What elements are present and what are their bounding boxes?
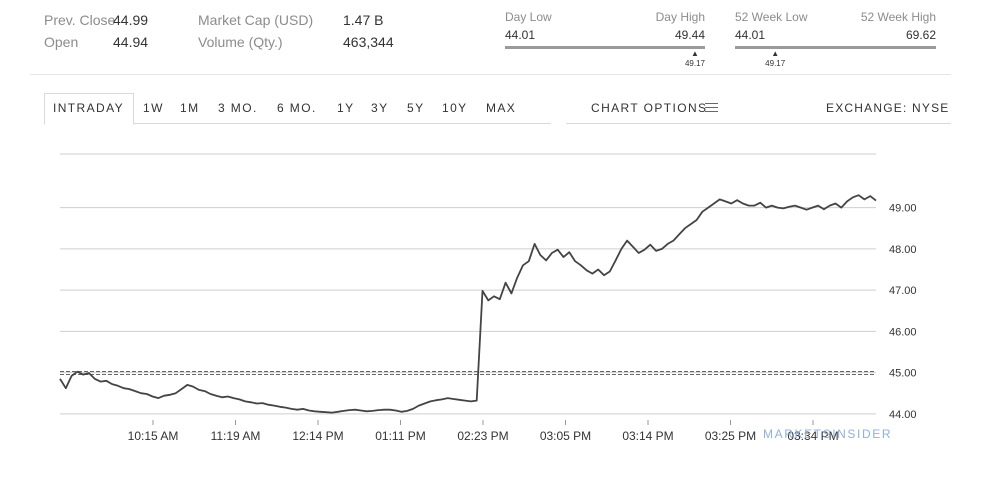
price-line: [59, 194, 877, 414]
week52-low-label: 52 Week Low: [735, 10, 808, 24]
tab-1m[interactable]: 1M: [180, 101, 200, 115]
y-axis-ticks: 44.00 45.00 46.00 47.00 48.00 49.00: [889, 203, 917, 421]
tab-intraday[interactable]: INTRADAY: [53, 101, 124, 115]
grid-lines: [60, 153, 876, 415]
x-tick-label: 03:14 PM: [622, 429, 673, 443]
x-tick-label: 12:14 PM: [292, 429, 343, 443]
prev-close-value: 44.99: [113, 12, 149, 28]
chart-options-button[interactable]: CHART OPTIONS: [591, 101, 707, 115]
day-range-bar: [505, 46, 705, 49]
y-tick-label: 47.00: [889, 285, 917, 297]
tab-1y[interactable]: 1Y: [337, 101, 355, 115]
week52-current-value: 49.17: [765, 59, 786, 68]
previous-close-line: [60, 370, 876, 375]
x-tick-label: 03:05 PM: [540, 429, 591, 443]
market-cap-label: Market Cap (USD): [198, 12, 314, 28]
price-series: [59, 194, 877, 414]
y-tick-label: 46.00: [889, 326, 917, 338]
open-label: Open: [44, 34, 79, 50]
day-current-value: 49.17: [684, 59, 706, 68]
day-high-label: Day High: [655, 10, 705, 24]
y-tick-label: 48.00: [889, 244, 917, 256]
chart-options-label: CHART OPTIONS: [591, 101, 708, 115]
volume-value: 463,344: [343, 34, 394, 50]
week52-range-bar: [735, 46, 936, 49]
y-tick-label: 45.00: [889, 368, 917, 380]
header-divider: [30, 74, 951, 75]
week52-high-value: 69.62: [905, 28, 936, 42]
tab-max[interactable]: MAX: [486, 101, 517, 115]
day-low-label: Day Low: [505, 10, 552, 24]
options-underline: [566, 123, 951, 124]
y-tick-label: 49.00: [889, 203, 917, 215]
tab-intraday-frame: [44, 93, 134, 125]
open-value: 44.94: [113, 34, 149, 50]
x-tick-label: 10:15 AM: [128, 429, 179, 443]
tab-6mo[interactable]: 6 MO.: [277, 101, 317, 115]
x-tick-label: 03:34 PM: [787, 429, 838, 443]
tabs-underline: [44, 123, 551, 124]
x-tick-label: 03:25 PM: [705, 429, 756, 443]
x-tick-label: 11:19 AM: [211, 429, 261, 443]
tab-10y[interactable]: 10Y: [442, 101, 468, 115]
triangle-up-icon: ▲: [691, 49, 699, 58]
day-low-value: 44.01: [505, 28, 536, 42]
day-high-value: 49.44: [674, 28, 705, 42]
watermark: MARKETSINSIDER: [763, 427, 893, 441]
tab-3mo[interactable]: 3 MO.: [218, 101, 258, 115]
day-range: Day Low Day High 44.01 49.44 ▲ 49.17: [505, 10, 705, 70]
week52-range: 52 Week Low 52 Week High 44.01 69.62 ▲ 4…: [735, 10, 936, 70]
tab-3y[interactable]: 3Y: [371, 101, 389, 115]
volume-label: Volume (Qty.): [198, 34, 283, 50]
x-tick-label: 01:11 PM: [375, 429, 425, 443]
week52-low-value: 44.01: [735, 28, 766, 42]
menu-icon[interactable]: [705, 103, 718, 112]
market-cap-value: 1.47 B: [343, 12, 384, 28]
x-axis-ticks: 10:15 AM 11:19 AM 12:14 PM 01:11 PM 02:23 PM…: [128, 420, 839, 443]
prev-close-label: Prev. Close: [44, 12, 116, 28]
y-tick-label: 44.00: [889, 409, 917, 421]
tab-5y[interactable]: 5Y: [407, 101, 425, 115]
tab-1w[interactable]: 1W: [143, 101, 164, 115]
triangle-up-icon: ▲: [771, 49, 780, 58]
exchange-label: EXCHANGE: NYSE: [826, 101, 950, 115]
x-tick-label: 02:23 PM: [457, 429, 508, 443]
week52-high-label: 52 Week High: [860, 10, 936, 24]
